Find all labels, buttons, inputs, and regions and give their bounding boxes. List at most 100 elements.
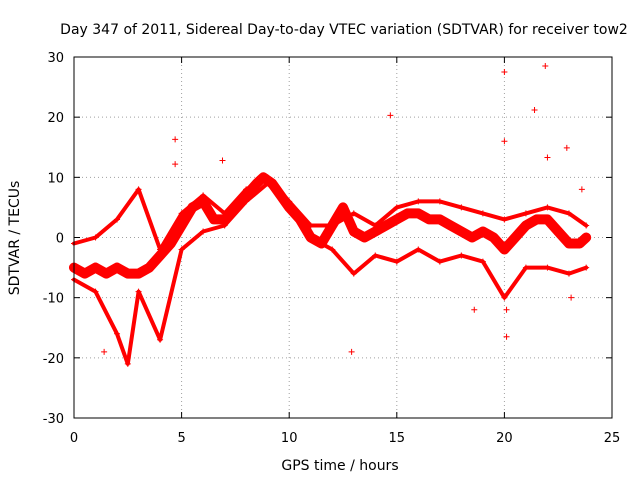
main-trend-point <box>544 216 551 223</box>
band-upper-point <box>286 198 293 205</box>
band-lower-point <box>221 222 228 229</box>
y-tick-label: -30 <box>43 412 64 427</box>
band-lower-point <box>307 234 314 241</box>
band-lower-point <box>501 294 508 301</box>
main-trend-point <box>135 270 142 277</box>
y-tick-label: 10 <box>47 171 64 186</box>
tick-labels: 0 5 10 15 20 25 -30 -20 -10 0 10 20 30 <box>43 51 621 446</box>
x-tick-label: 10 <box>281 431 298 446</box>
band-upper-point <box>264 174 271 181</box>
band-lower-point <box>243 198 250 205</box>
y-tick-label: 30 <box>47 51 64 66</box>
x-tick-label: 20 <box>496 431 513 446</box>
main-trend-point <box>178 222 185 229</box>
main-trend-point <box>92 264 99 271</box>
outlier-point <box>348 348 355 355</box>
main-trend-line <box>69 172 592 279</box>
outlier-point <box>219 157 226 164</box>
main-trend-point <box>479 228 486 235</box>
main-trend-point <box>404 210 411 217</box>
main-trend-point <box>583 234 590 241</box>
y-tick-label: -20 <box>43 352 64 367</box>
band-upper-point <box>436 198 443 205</box>
band-upper-point <box>522 210 529 217</box>
outlier-point <box>563 144 570 151</box>
band-lower-point <box>114 330 121 337</box>
main-trend-point <box>340 204 346 211</box>
main-trend-point <box>436 216 443 223</box>
main-trend-point <box>533 216 540 223</box>
band-upper-point <box>479 210 486 217</box>
band-upper-point <box>178 210 185 217</box>
outlier-point <box>544 154 551 161</box>
band-upper-point <box>565 210 572 217</box>
x-tick-label: 0 <box>70 431 78 446</box>
band-upper-point <box>243 186 250 193</box>
band-lower-point <box>178 246 185 253</box>
band-upper-point <box>458 204 465 211</box>
band-upper-point <box>372 222 379 229</box>
band-lower-point <box>157 336 164 343</box>
band-lower-point <box>92 288 99 295</box>
main-trend-point <box>221 216 228 223</box>
main-trend-point <box>383 222 390 229</box>
x-tick-label: 5 <box>177 431 185 446</box>
y-tick-label: -10 <box>43 292 64 307</box>
band-lower-point <box>329 246 336 253</box>
band-lower-point <box>393 258 400 265</box>
band-lower-line <box>72 181 589 366</box>
band-lower-point <box>583 264 590 271</box>
outlier-point <box>501 69 508 76</box>
main-trend-point <box>124 270 131 277</box>
x-axis-label: GPS time / hours <box>281 458 398 474</box>
band-upper-point <box>329 222 336 229</box>
main-trend-point <box>146 264 153 271</box>
outlier-point <box>387 112 394 119</box>
band-upper-point <box>583 222 590 229</box>
main-trend-point <box>393 216 400 223</box>
y-axis-label: SDTVAR / TECUs <box>7 181 23 296</box>
outlier-point <box>531 106 538 113</box>
band-upper-point <box>135 186 142 193</box>
main-trend-point <box>415 210 422 217</box>
outlier-point <box>172 161 179 168</box>
main-trend-point <box>157 252 164 259</box>
main-trend-point <box>361 234 368 241</box>
band-lower-point <box>124 360 131 367</box>
x-tick-label: 25 <box>604 431 621 446</box>
main-trend-point <box>200 198 207 205</box>
main-trend-point <box>555 228 562 235</box>
band-lower-point <box>372 252 379 259</box>
band-upper-point <box>415 198 422 205</box>
band-upper-point <box>114 216 121 223</box>
band-lower-point <box>350 270 357 277</box>
outlier-point <box>101 348 108 355</box>
band-lower-point <box>286 204 293 211</box>
band-upper-point <box>200 192 207 199</box>
axis-ticks <box>73 56 613 419</box>
main-trend-point <box>114 264 121 271</box>
grid-lines <box>74 57 612 418</box>
band-lower-point <box>415 246 422 253</box>
band-lower-point <box>200 228 207 235</box>
main-trend-point <box>565 240 572 247</box>
band-upper-point <box>501 216 508 223</box>
main-trend-point <box>522 222 529 229</box>
band-upper-point <box>307 222 314 229</box>
band-lower-point <box>544 264 551 271</box>
band-lower-point <box>135 288 142 295</box>
band-upper-point <box>157 246 164 253</box>
outlier-point <box>568 294 575 301</box>
outlier-point <box>542 63 549 70</box>
main-trend-point <box>81 270 88 277</box>
main-trend-point <box>501 246 508 253</box>
main-trend-point <box>576 240 583 247</box>
main-trend-point <box>210 216 217 223</box>
chart-title: Day 347 of 2011, Sidereal Day-to-day VTE… <box>60 22 628 38</box>
main-trend-point <box>103 270 110 277</box>
main-trend-point <box>458 228 465 235</box>
outlier-point <box>172 136 179 143</box>
band-lower-point <box>458 252 465 259</box>
band-upper-point <box>393 204 400 211</box>
